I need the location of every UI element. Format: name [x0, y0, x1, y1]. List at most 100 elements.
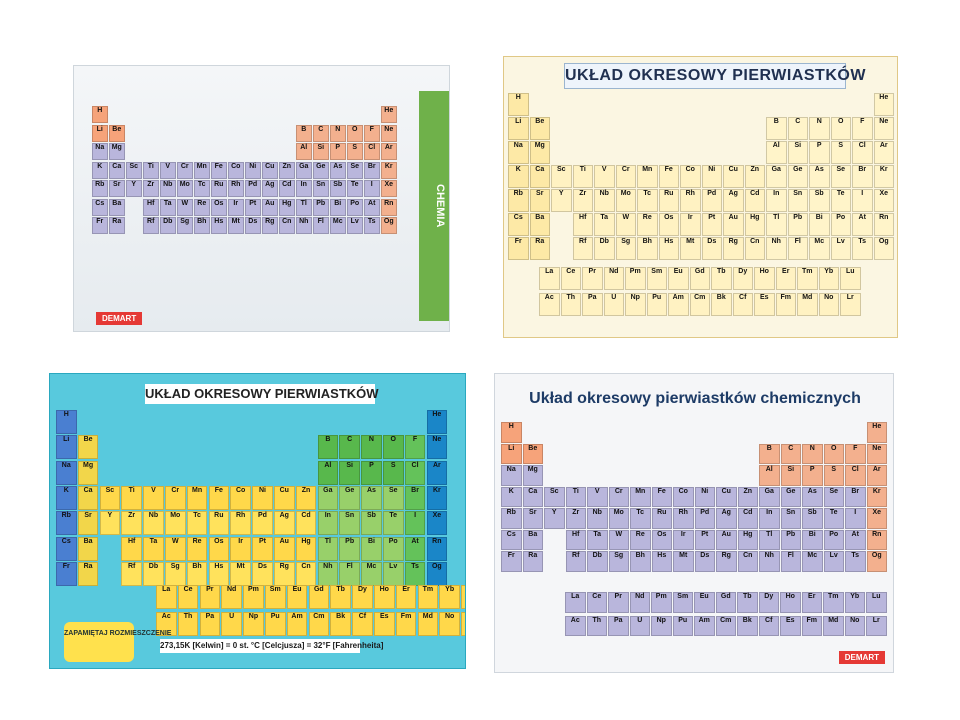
- element-symbol: Os: [214, 199, 224, 207]
- element-cell: O: [823, 443, 844, 464]
- element-symbol: Am: [291, 613, 303, 621]
- element-symbol: Sb: [814, 190, 824, 197]
- element-cell: Ag: [723, 189, 744, 212]
- element-symbol: Bk: [742, 616, 752, 624]
- element-symbol: N: [809, 444, 815, 452]
- element-symbol: Cd: [743, 509, 753, 516]
- f-block-cell: Am: [694, 615, 715, 636]
- element-symbol: Ti: [572, 487, 579, 495]
- element-cell: B: [759, 443, 780, 464]
- element-cell: Cl: [852, 141, 873, 164]
- element-cell: Cd: [295, 511, 317, 536]
- element-cell: K: [501, 486, 522, 507]
- f-block-cell: La: [539, 267, 560, 290]
- element-cell: Ir: [230, 536, 251, 561]
- element-symbol: N: [816, 118, 822, 125]
- element-cell: Co: [230, 485, 251, 510]
- element-cell: H: [92, 106, 108, 123]
- element-cell: Rn: [426, 536, 448, 561]
- element-cell: Rg: [723, 237, 744, 260]
- element-cell: Ta: [143, 536, 164, 561]
- element-cell: Ir: [228, 198, 244, 216]
- element-symbol: Bi: [815, 214, 823, 221]
- element-symbol: Ag: [279, 512, 289, 520]
- element-cell: Lv: [347, 217, 363, 234]
- element-cell: Mn: [186, 485, 208, 510]
- element-cell: Db: [587, 551, 608, 572]
- element-cell: Se: [347, 161, 363, 179]
- element-cell: Si: [787, 141, 808, 164]
- element-cell: Al: [296, 143, 312, 160]
- element-cell: Cl: [404, 460, 426, 485]
- element-cell: Zr: [565, 508, 586, 529]
- element-symbol: Sc: [556, 166, 566, 173]
- element-cell: Ru: [658, 189, 679, 212]
- element-cell: Sr: [77, 511, 99, 536]
- element-cell: Pt: [245, 198, 261, 216]
- element-cell: In: [766, 189, 787, 212]
- element-symbol: Og: [383, 218, 394, 225]
- element-cell: Cd: [279, 180, 295, 197]
- element-cell: K: [92, 161, 108, 179]
- element-symbol: Ba: [83, 537, 93, 545]
- element-cell: Ts: [852, 237, 873, 260]
- element-symbol: Os: [657, 530, 667, 538]
- element-cell: Pb: [313, 198, 329, 216]
- element-symbol: Tc: [636, 509, 645, 516]
- element-cell: C: [339, 435, 360, 460]
- element-cell: Fe: [208, 485, 230, 510]
- element-cell: V: [143, 485, 164, 510]
- element-symbol: Cf: [765, 616, 773, 624]
- f-block-cell: Md: [417, 612, 439, 637]
- element-cell: V: [587, 486, 608, 507]
- element-cell: Rb: [56, 511, 77, 536]
- element-symbol: Cu: [728, 166, 738, 173]
- element-symbol: Cn: [301, 562, 311, 570]
- element-cell: S: [347, 143, 363, 160]
- element-symbol: As: [333, 162, 343, 170]
- element-cell: C: [313, 124, 329, 142]
- element-cell: Sc: [544, 486, 565, 507]
- element-symbol: K: [63, 486, 69, 494]
- element-symbol: Sr: [529, 509, 537, 516]
- element-symbol: Zr: [147, 181, 155, 188]
- element-symbol: Tb: [742, 593, 752, 600]
- element-symbol: Ne: [384, 125, 394, 133]
- element-symbol: Sg: [614, 552, 624, 559]
- element-symbol: Co: [231, 162, 241, 170]
- element-cell: Po: [347, 198, 363, 216]
- element-cell: Be: [77, 435, 99, 460]
- element-symbol: B: [301, 125, 307, 133]
- element-symbol: Mc: [807, 552, 818, 559]
- brand-logo: DEMART: [838, 651, 885, 664]
- element-cell: Fr: [92, 217, 108, 234]
- element-cell: Cu: [262, 161, 278, 179]
- periodic-grid-bottom-left: H He Li Be B C N O F Ne Na Mg Al Si P S Cl Ar K Ca Sc Ti V Cr Mn…: [56, 410, 465, 637]
- element-cell: Mt: [673, 551, 694, 572]
- element-symbol: Mc: [332, 218, 343, 225]
- element-cell: Sc: [551, 165, 572, 188]
- element-cell: Y: [99, 511, 121, 536]
- element-cell: Fe: [651, 486, 672, 507]
- element-cell: As: [802, 486, 823, 507]
- element-cell: In: [759, 508, 780, 529]
- element-symbol: Ar: [872, 466, 881, 473]
- element-cell: Ta: [587, 529, 608, 550]
- element-cell: Rh: [673, 508, 694, 529]
- element-cell: Ar: [873, 141, 894, 164]
- element-cell: I: [404, 511, 426, 536]
- element-symbol: Am: [672, 294, 684, 301]
- element-cell: Rf: [121, 561, 142, 586]
- element-symbol: Pd: [700, 509, 710, 516]
- element-cell: Sg: [615, 237, 636, 260]
- element-cell: Hf: [143, 198, 159, 216]
- element-symbol: Pu: [652, 294, 662, 301]
- element-cell: Sb: [802, 508, 823, 529]
- element-cell: Al: [766, 141, 787, 164]
- element-cell: As: [361, 485, 382, 510]
- element-cell: Sn: [780, 508, 801, 529]
- f-block-cell: Pr: [199, 585, 221, 609]
- element-cell: Ra: [109, 217, 125, 234]
- element-symbol: I: [861, 190, 864, 197]
- element-symbol: Y: [558, 190, 564, 197]
